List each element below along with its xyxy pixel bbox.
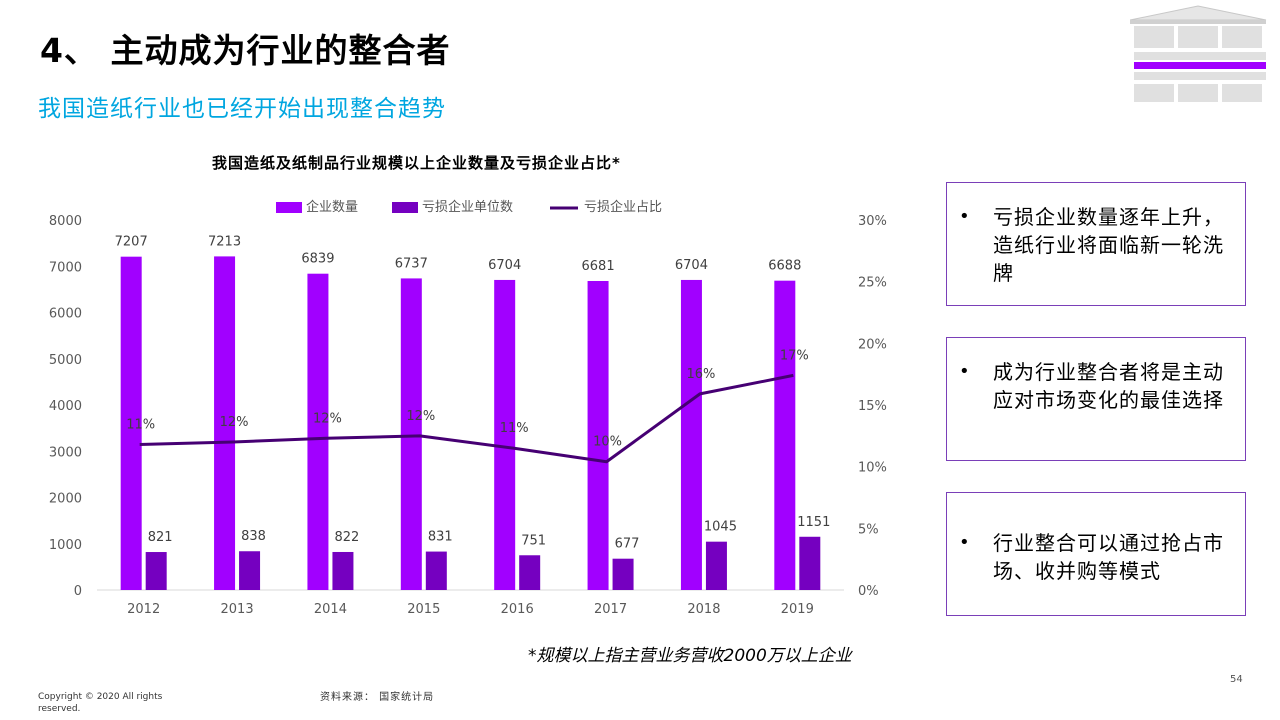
y-right-tick-label: 5% (858, 522, 879, 537)
data-label-loss-ratio: 12% (220, 415, 249, 430)
data-label-company-count: 7213 (208, 234, 241, 249)
bar-loss-units (425, 551, 447, 590)
data-label-loss-units: 1151 (797, 515, 830, 530)
insight-box-2: • 成为行业整合者将是主动应对市场变化的最佳选择 (946, 337, 1246, 461)
bar-company-count (774, 280, 796, 590)
bar-company-count (680, 279, 702, 590)
bullet-icon: • (959, 361, 971, 382)
y-right-tick-label: 30% (858, 214, 887, 229)
bar-loss-units (239, 551, 261, 590)
bar-company-count (214, 256, 236, 590)
page-title: 4、 主动成为行业的整合者 (40, 31, 451, 70)
chart-legend: 企业数量 亏损企业单位数 亏损企业占比 (276, 199, 662, 215)
data-label-loss-ratio: 11% (500, 421, 529, 436)
line-loss-ratio (139, 373, 794, 464)
data-label-loss-ratio: 17% (780, 348, 809, 363)
y-right-tick-label: 20% (858, 337, 887, 352)
x-tick-label: 2018 (687, 602, 720, 617)
y-right-tick-label: 25% (858, 276, 887, 291)
bar-company-count (494, 279, 516, 590)
bar-company-count (587, 281, 609, 590)
bar-loss-units (612, 558, 634, 590)
y-left-tick-label: 6000 (49, 307, 82, 322)
legend-swatch-company-count (276, 202, 302, 213)
data-source: 资料来源： 国家统计局 (320, 692, 435, 703)
y-left-tick-label: 8000 (49, 214, 82, 229)
data-label-company-count: 7207 (115, 235, 148, 250)
bar-company-count (120, 256, 142, 590)
bar-loss-units (332, 551, 354, 590)
x-tick-label: 2016 (501, 602, 534, 617)
chart-footnote: *规模以上指主营业务营收2000万以上企业 (528, 646, 852, 666)
data-label-company-count: 6681 (582, 259, 615, 274)
data-label-loss-units: 821 (148, 530, 173, 545)
y-right-tick-label: 10% (858, 461, 887, 476)
data-label-loss-ratio: 11% (126, 417, 155, 432)
bar-loss-units (145, 552, 167, 590)
building-logo-icon (1129, 4, 1270, 104)
insight-box-3: • 行业整合可以通过抢占市场、收并购等模式 (946, 492, 1246, 616)
y-left-tick-label: 1000 (49, 538, 82, 553)
data-label-loss-units: 677 (615, 537, 640, 552)
bar-company-count (307, 273, 329, 590)
data-label-loss-units: 838 (241, 529, 266, 544)
data-label-loss-units: 751 (521, 533, 546, 548)
y-right-tick-label: 0% (858, 584, 879, 599)
data-label-company-count: 6704 (675, 258, 708, 273)
legend-label-loss-units: 亏损企业单位数 (422, 199, 513, 215)
data-label-company-count: 6737 (395, 256, 428, 271)
legend-label-loss-ratio: 亏损企业占比 (584, 199, 662, 215)
y-left-tick-label: 2000 (49, 492, 82, 507)
data-label-company-count: 6704 (488, 258, 521, 273)
bar-loss-units (519, 555, 541, 590)
copyright-notice: Copyright © 2020 All rights reserved. (38, 692, 163, 714)
x-tick-label: 2015 (407, 602, 440, 617)
data-label-loss-ratio: 16% (686, 367, 715, 382)
data-label-loss-ratio: 12% (406, 409, 435, 424)
data-label-loss-units: 831 (428, 530, 453, 545)
bar-loss-units (705, 541, 727, 590)
legend-label-company-count: 企业数量 (306, 199, 358, 215)
bullet-icon: • (959, 532, 971, 553)
combo-chart: 企业数量 亏损企业单位数 亏损企业占比 0 1000 2000 3000 4000 500… (49, 199, 887, 617)
y-left-tick-label: 4000 (49, 399, 82, 414)
insight-text-1: 亏损企业数量逐年上升，造纸行业将面临新一轮洗牌 (993, 205, 1224, 285)
y-left-tick-label: 0 (74, 584, 82, 599)
x-tick-label: 2019 (781, 602, 814, 617)
data-label-loss-ratio: 10% (593, 435, 622, 450)
x-tick-label: 2014 (314, 602, 347, 617)
bar-loss-units (799, 536, 821, 590)
x-tick-label: 2013 (221, 602, 254, 617)
data-label-loss-units: 822 (335, 530, 360, 545)
data-label-loss-ratio: 12% (313, 411, 342, 426)
y-left-tick-label: 5000 (49, 353, 82, 368)
page-number: 54 (1230, 674, 1243, 685)
y-left-tick-label: 3000 (49, 445, 82, 460)
insight-box-1: • 亏损企业数量逐年上升，造纸行业将面临新一轮洗牌 (946, 182, 1246, 306)
data-label-company-count: 6688 (768, 259, 801, 274)
bullet-icon: • (959, 206, 971, 227)
legend-swatch-loss-units (392, 202, 418, 213)
y-right-tick-label: 15% (858, 399, 887, 414)
data-label-company-count: 6839 (301, 252, 334, 267)
bar-company-count (400, 278, 422, 590)
data-label-loss-units: 1045 (704, 520, 737, 535)
insight-text-2: 成为行业整合者将是主动应对市场变化的最佳选择 (993, 360, 1224, 412)
insight-text-3: 行业整合可以通过抢占市场、收并购等模式 (993, 531, 1224, 583)
x-tick-label: 2012 (127, 602, 160, 617)
x-tick-label: 2017 (594, 602, 627, 617)
y-left-tick-label: 7000 (49, 260, 82, 275)
chart-title: 我国造纸及纸制品行业规模以上企业数量及亏损企业占比* (212, 154, 621, 172)
page-subtitle: 我国造纸行业也已经开始出现整合趋势 (38, 96, 446, 122)
